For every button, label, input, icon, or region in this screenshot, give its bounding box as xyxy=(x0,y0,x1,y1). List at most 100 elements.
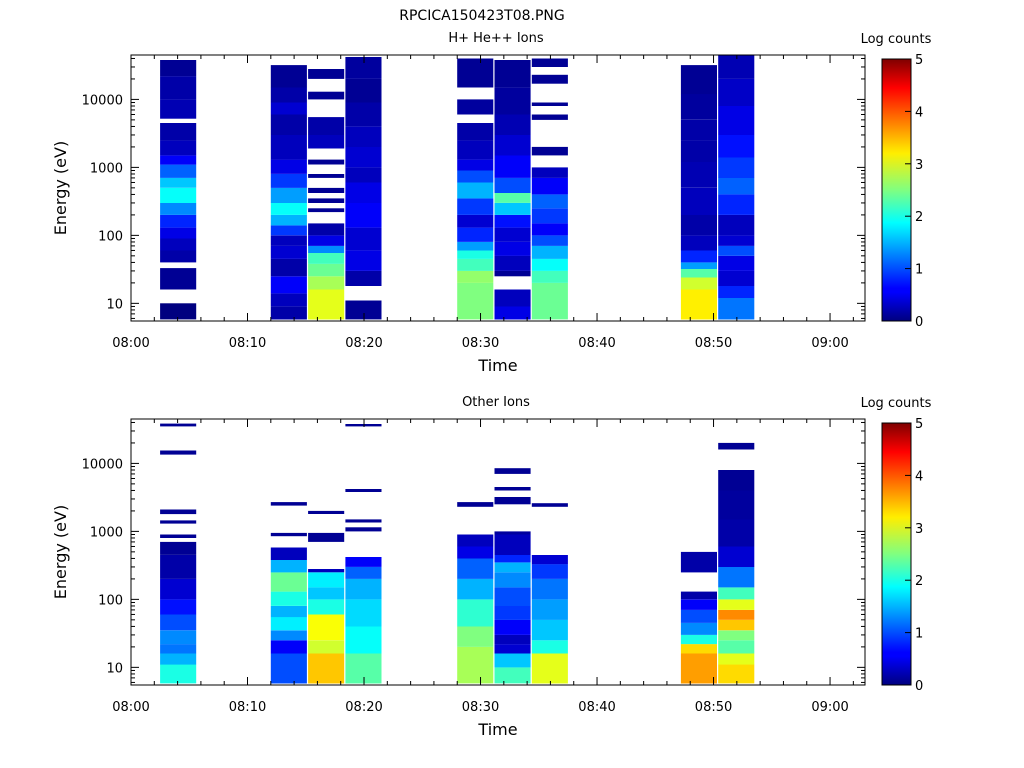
heatmap-cell xyxy=(718,214,755,236)
heatmap-cell xyxy=(457,99,494,115)
heatmap-cell xyxy=(531,640,568,654)
x-tick-label: 08:20 xyxy=(345,700,382,715)
heatmap-cell xyxy=(160,268,197,290)
x-tick-label: 08:00 xyxy=(112,336,149,351)
heatmap-cell xyxy=(345,227,382,251)
heatmap-cell xyxy=(494,289,531,307)
heatmap-cells xyxy=(160,55,755,320)
heatmap-cell xyxy=(494,155,531,178)
heatmap-cell xyxy=(457,182,494,199)
colorbar-tick-label: 4 xyxy=(915,469,923,484)
heatmap-cell xyxy=(494,270,531,277)
heatmap-cell xyxy=(457,227,494,242)
heatmap-cell xyxy=(494,634,531,645)
heatmap-cell xyxy=(531,599,568,620)
heatmap-cell xyxy=(680,65,717,95)
heatmap-cell xyxy=(270,159,307,174)
heatmap-cell xyxy=(531,270,568,283)
heatmap-cell xyxy=(160,303,197,320)
heatmap-cell xyxy=(718,609,755,620)
heatmap-cell xyxy=(494,177,531,193)
heatmap-cell xyxy=(718,546,755,567)
heatmap-cell xyxy=(718,177,755,195)
heatmap-cell xyxy=(345,519,382,523)
heatmap-cell xyxy=(680,262,717,269)
heatmap-cell xyxy=(270,187,307,203)
heatmap-cell xyxy=(457,599,494,627)
heatmap-cell xyxy=(718,599,755,610)
colorbar-label: Log counts xyxy=(861,32,932,47)
heatmap-cell xyxy=(308,572,345,588)
heatmap-cell xyxy=(308,245,345,253)
heatmap-cell xyxy=(457,626,494,647)
heatmap-cell xyxy=(718,490,755,520)
heatmap-cell xyxy=(531,564,568,579)
x-tick-label: 08:50 xyxy=(695,336,732,351)
x-tick-label: 08:30 xyxy=(462,336,499,351)
heatmap-cell xyxy=(160,450,197,455)
heatmap-cell xyxy=(457,140,494,160)
heatmap-cell xyxy=(308,263,345,277)
heatmap-cell xyxy=(160,155,197,165)
heatmap-cell xyxy=(531,74,568,84)
heatmap-cell xyxy=(680,289,717,320)
heatmap-cell xyxy=(531,167,568,178)
x-axis-label: Time xyxy=(477,720,517,739)
heatmap-cell xyxy=(718,630,755,641)
heatmap-cell xyxy=(308,599,345,615)
heatmap-cell xyxy=(270,640,307,654)
heatmap-cell xyxy=(160,653,197,665)
heatmap-cell xyxy=(718,135,755,158)
heatmap-cell xyxy=(531,503,568,507)
heatmap-cell xyxy=(718,235,755,246)
heatmap-cell xyxy=(345,653,382,684)
heatmap-cell xyxy=(494,562,531,573)
heatmap-cell xyxy=(457,170,494,183)
heatmap-cell xyxy=(345,599,382,627)
colorbar: 0 1 2 3 4 5 xyxy=(881,53,923,330)
heatmap-cell xyxy=(494,227,531,242)
heatmap-cell xyxy=(270,572,307,592)
heatmap-cell xyxy=(531,258,568,271)
heatmap-cell xyxy=(270,591,307,606)
heatmap-cell xyxy=(494,468,531,474)
heatmap-cell xyxy=(308,614,345,641)
heatmap-cell xyxy=(494,667,531,684)
colorbar-tick-label: 5 xyxy=(915,53,923,68)
heatmap-cell xyxy=(160,599,197,615)
heatmap-cell xyxy=(494,587,531,606)
y-axis-label: Energy (eV) xyxy=(51,141,70,235)
heatmap-cell xyxy=(308,159,345,165)
heatmap-cell xyxy=(270,502,307,506)
heatmap-cell xyxy=(345,78,382,103)
x-tick-label: 08:50 xyxy=(695,700,732,715)
heatmap-cell xyxy=(308,223,345,236)
heatmap-cell xyxy=(680,599,717,610)
heatmap-cell xyxy=(270,547,307,560)
panel-h-he-ions: H+ He++ Ions Log counts 08:00 08:10 08:20 0… xyxy=(51,31,932,375)
heatmap-cell xyxy=(531,235,568,246)
colorbar-gradient xyxy=(881,58,912,322)
heatmap-cell xyxy=(345,167,382,183)
x-tick-label: 08:20 xyxy=(345,336,382,351)
colorbar-gradient xyxy=(881,422,912,686)
colorbar-tick-label: 0 xyxy=(915,315,923,330)
heatmap-cell xyxy=(270,653,307,684)
heatmap-cell xyxy=(160,99,197,119)
heatmap-cell xyxy=(494,255,531,271)
heatmap-cell xyxy=(160,214,197,228)
heatmap-cell xyxy=(531,194,568,209)
heatmap-cell xyxy=(531,114,568,120)
heatmap-cell xyxy=(680,250,717,263)
heatmap-cell xyxy=(160,423,197,427)
heatmap-cell xyxy=(531,245,568,259)
heatmap-cell xyxy=(345,102,382,127)
y-axis: 10 100 1000 10000 xyxy=(82,57,865,319)
heatmap-cell xyxy=(457,558,494,579)
x-tick-label: 09:00 xyxy=(811,700,848,715)
heatmap-cell xyxy=(270,225,307,236)
y-tick-label: 100 xyxy=(98,229,123,244)
heatmap-cell xyxy=(718,566,755,588)
heatmap-cell xyxy=(270,202,307,215)
y-tick-label: 10 xyxy=(106,297,123,312)
